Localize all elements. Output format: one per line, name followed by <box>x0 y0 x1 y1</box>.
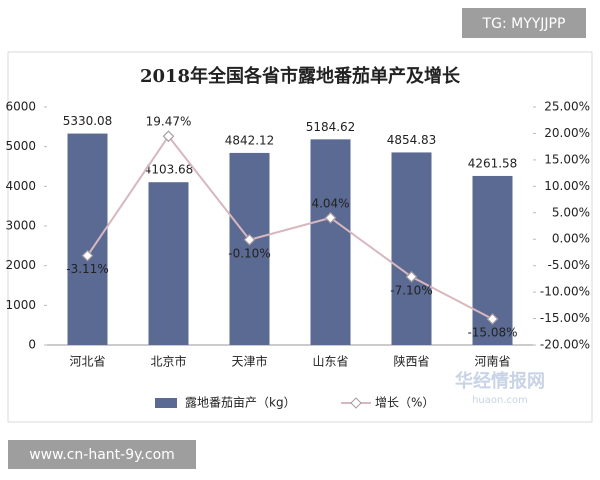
y2-tick-label: -15.00% <box>540 311 590 325</box>
legend-marker <box>350 397 362 409</box>
line-label: -15.08% <box>467 325 517 339</box>
line-label: -7.10% <box>390 283 432 297</box>
line-marker <box>324 212 337 224</box>
y-tick-label: 5000 <box>5 139 36 153</box>
y2-tick-label: 25.00% <box>544 100 590 114</box>
y2-tick-label: 15.00% <box>544 152 590 166</box>
line-marker <box>81 249 94 262</box>
footer-bg <box>8 440 196 469</box>
y2-tick-label: 0.00% <box>552 232 590 246</box>
x-tick-label: 山东省 <box>312 355 348 369</box>
line-marker <box>405 270 418 283</box>
y2-tick-label: -20.00% <box>540 338 590 352</box>
bar <box>229 152 270 345</box>
x-tick-label: 河北省 <box>69 355 105 369</box>
y-tick-label: 4000 <box>5 179 36 193</box>
line-marker <box>162 130 175 143</box>
y2-tick-label: 10.00% <box>544 179 590 193</box>
y2-tick-label: 5.00% <box>552 205 590 219</box>
bar <box>148 182 189 345</box>
x-tick-label: 河南省 <box>474 354 510 369</box>
watermark-url: huaon.com <box>472 395 528 406</box>
bar <box>391 152 432 345</box>
line-marker <box>243 233 256 246</box>
badge: TG: MYYJJPP <box>482 16 566 32</box>
x-tick-label: 陕西省 <box>393 354 429 369</box>
legend-label: 增长（%） <box>375 396 434 410</box>
y2-tick-label: -5.00% <box>548 258 590 272</box>
bar-label: 4261.58 <box>468 156 518 170</box>
bar-label: 4103.68 <box>144 163 194 177</box>
bar <box>310 139 351 345</box>
line-label: -3.11% <box>66 262 108 276</box>
y2-tick-label: -10.00% <box>540 285 590 299</box>
footer: www.cn-hant-9y.com <box>29 447 175 463</box>
y-tick-label: 0 <box>28 338 36 352</box>
line-label: 4.04% <box>311 196 349 210</box>
badge-bg <box>462 8 586 38</box>
line-label: -0.10% <box>228 246 270 260</box>
line-label: 19.47% <box>146 115 192 129</box>
y-tick-label: 3000 <box>5 219 36 233</box>
legend-label: 露地番茄亩产（kg） <box>185 395 296 410</box>
x-tick-label: 天津市 <box>231 354 267 369</box>
y-tick-label: 1000 <box>5 298 36 312</box>
y-tick-label: 6000 <box>5 100 36 114</box>
watermark: 华经情报网 <box>455 370 545 392</box>
bar-label: 5330.08 <box>63 114 113 128</box>
y-tick-label: 2000 <box>5 258 36 272</box>
line-marker <box>486 313 499 325</box>
bar <box>67 133 108 345</box>
legend-swatch <box>155 398 177 408</box>
line <box>86 134 493 320</box>
chart-title: 2018年全国各省市露地番茄单产及增长 <box>140 65 461 87</box>
x-tick-label: 北京市 <box>150 354 186 369</box>
bar-label: 4854.83 <box>387 133 437 147</box>
y2-tick-label: 20.00% <box>544 126 590 140</box>
bar-label: 4842.12 <box>225 133 275 147</box>
bar-label: 5184.62 <box>306 120 356 134</box>
